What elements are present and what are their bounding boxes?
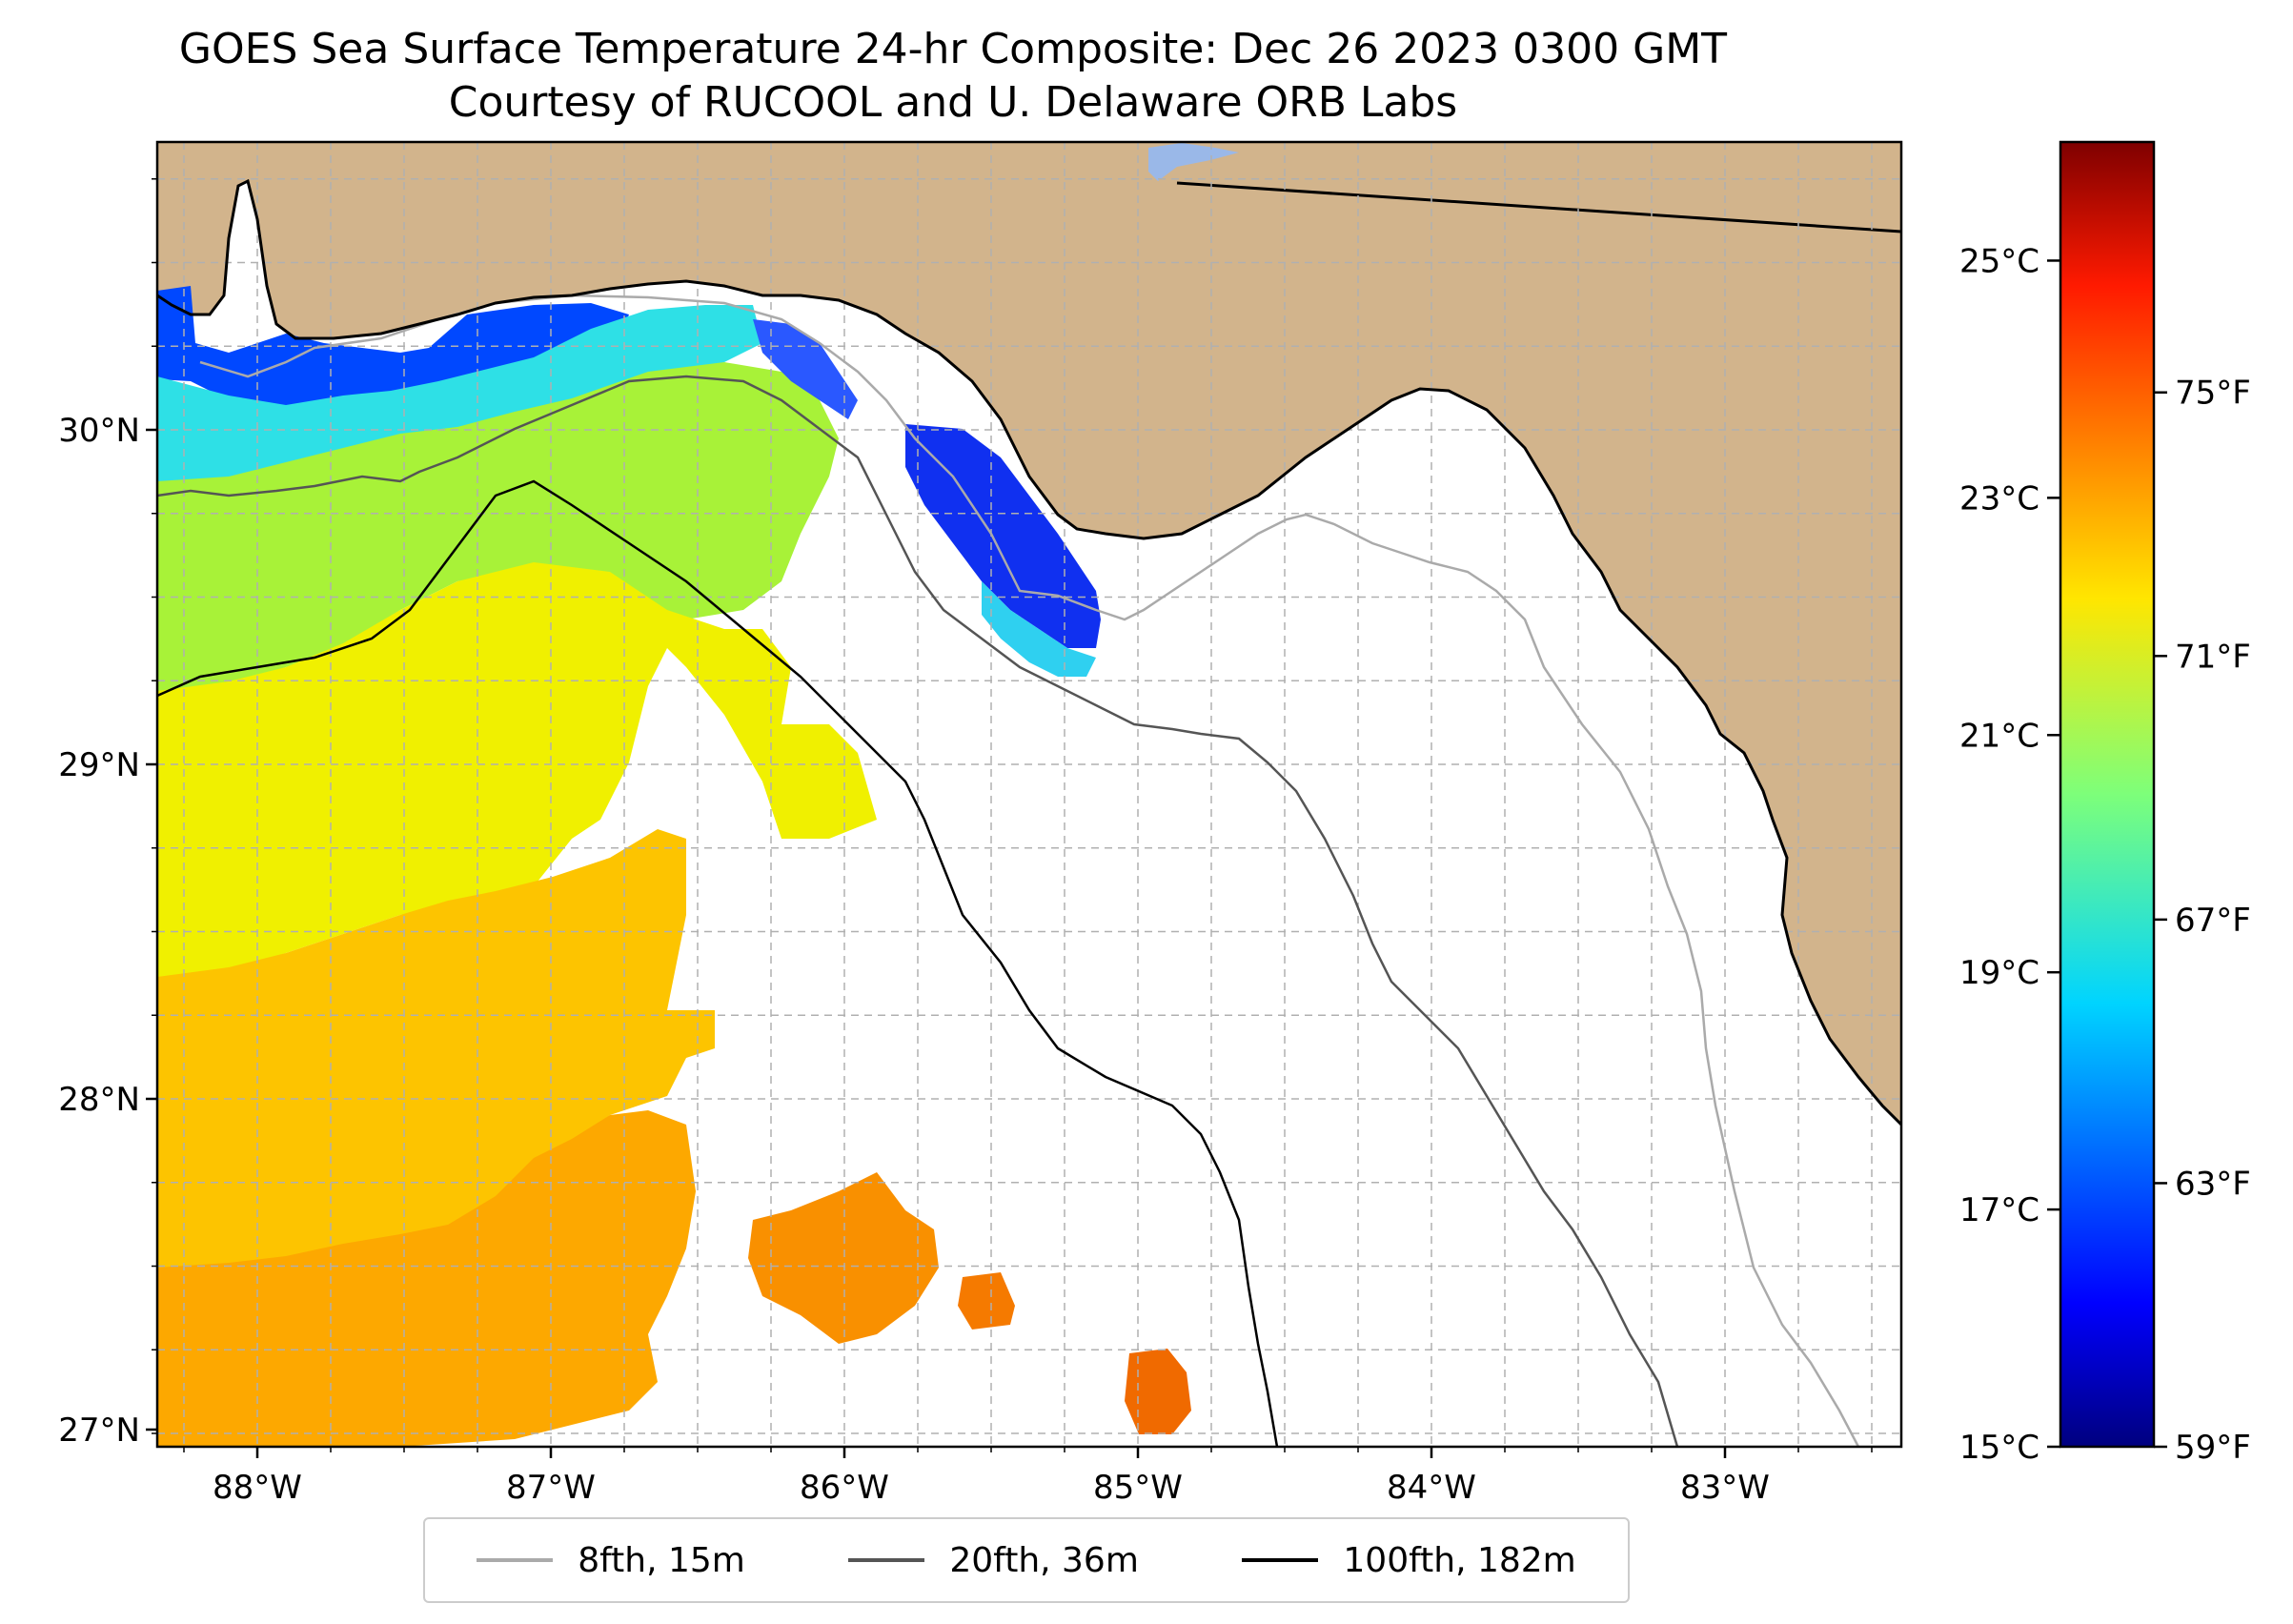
lat-tick-label: 29°N	[58, 746, 140, 784]
sst-warm-patch	[958, 1272, 1015, 1330]
legend-item-20fth: 20fth, 36m	[848, 1541, 1139, 1580]
sst-warm-patch-2	[1125, 1349, 1191, 1434]
sst-orange-patch	[748, 1172, 939, 1344]
title-line-1: GOES Sea Surface Temperature 24-hr Compo…	[178, 25, 1728, 73]
isobath-8fth	[199, 294, 1860, 1447]
lake	[1148, 143, 1239, 181]
chart-title: GOES Sea Surface Temperature 24-hr Compo…	[0, 23, 1906, 130]
colorbar-c-label: 19°C	[1959, 954, 2039, 992]
legend-swatch-100fth	[1242, 1558, 1319, 1562]
latitude-axis: 30°N 29°N 28°N 27°N	[58, 178, 157, 1450]
colorbar-celsius-ticks: 25°C 23°C 21°C 19°C 17°C 15°C	[1959, 242, 2060, 1467]
colorbar-c-label: 21°C	[1959, 717, 2039, 755]
colorbar-f-label: 67°F	[2175, 902, 2251, 940]
colorbar-f-label: 63°F	[2175, 1165, 2251, 1203]
coastline	[157, 178, 1901, 1127]
colorbar	[2059, 140, 2156, 1449]
lon-tick-label: 83°W	[1680, 1469, 1770, 1507]
colorbar-f-label: 75°F	[2175, 375, 2251, 413]
legend-label-100fth: 100fth, 182m	[1343, 1540, 1576, 1580]
sst-stgeorge-cold	[753, 319, 858, 419]
sst-cyan-band	[157, 305, 762, 486]
gridlines	[157, 142, 1901, 1447]
legend-label-20fth: 20fth, 36m	[949, 1540, 1139, 1580]
sst-orange-band	[157, 1110, 696, 1447]
colorbar-fahrenheit-ticks: 75°F 71°F 67°F 63°F 59°F	[2154, 375, 2251, 1467]
colorbar-c-label: 25°C	[1959, 242, 2039, 280]
isobath-20fth	[157, 375, 1679, 1447]
lat-tick-label: 27°N	[58, 1411, 140, 1450]
legend-label-8fth: 8fth, 15m	[578, 1540, 745, 1580]
lon-tick-label: 84°W	[1387, 1469, 1476, 1507]
sst-gold-band	[157, 829, 715, 1272]
title-line-2: Courtesy of RUCOOL and U. Delaware ORB L…	[448, 78, 1458, 127]
sst-apalachee-edge	[982, 581, 1096, 677]
legend-swatch-20fth	[848, 1558, 925, 1562]
legend-item-100fth: 100fth, 182m	[1242, 1540, 1576, 1580]
colorbar-c-label: 23°C	[1959, 479, 2039, 518]
legend-swatch-8fth	[477, 1558, 554, 1562]
longitude-axis: 88°W 87°W 86°W 85°W 84°W 83°W	[183, 1447, 1873, 1507]
lat-tick-label: 28°N	[58, 1081, 140, 1119]
colorbar-f-label: 59°F	[2175, 1429, 2251, 1467]
state-border	[1176, 181, 1901, 233]
lon-tick-label: 85°W	[1093, 1469, 1183, 1507]
lon-tick-label: 87°W	[506, 1469, 596, 1507]
lon-tick-label: 86°W	[800, 1469, 889, 1507]
land-mass	[157, 142, 1901, 1125]
isobath-legend: 8fth, 15m 20fth, 36m 100fth, 182m	[423, 1517, 1630, 1603]
colorbar-c-label: 15°C	[1959, 1429, 2039, 1467]
isobath-100fth	[157, 479, 1279, 1447]
legend-item-8fth: 8fth, 15m	[477, 1541, 745, 1580]
colorbar-c-label: 17°C	[1959, 1191, 2039, 1229]
sst-data	[157, 286, 1191, 1447]
lon-tick-label: 88°W	[213, 1469, 302, 1507]
lat-tick-label: 30°N	[58, 412, 140, 450]
map-frame	[155, 140, 1903, 1449]
colorbar-f-label: 71°F	[2175, 638, 2251, 676]
